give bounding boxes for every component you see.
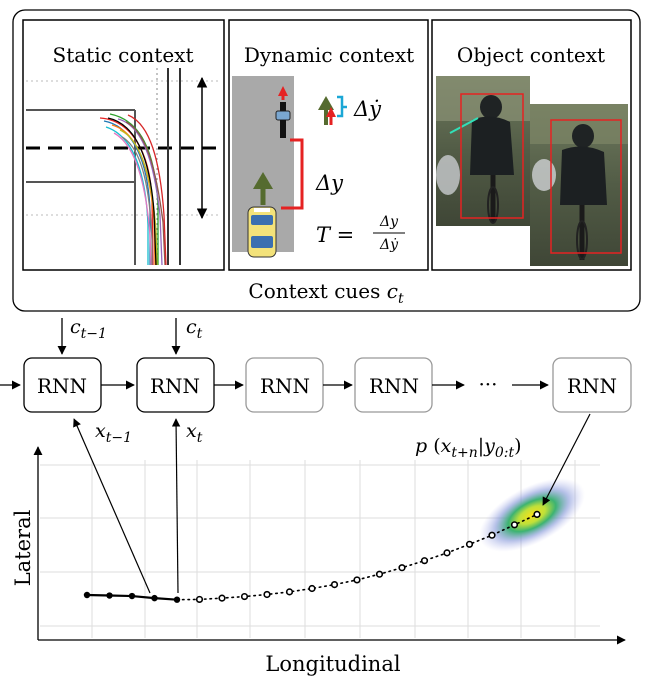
green-arrow-icon — [253, 172, 273, 205]
trajectory-plot: Longitudinal Lateral — [11, 446, 626, 676]
delta-ydot-bracket — [337, 95, 347, 118]
prediction-label: p (xt+n|y0:t) — [415, 435, 522, 461]
predicted-point — [218, 594, 226, 602]
rnn-label-1: RNN — [37, 374, 87, 398]
context-box — [12, 9, 641, 312]
predicted-point — [263, 590, 271, 599]
rnn-label-3: RNN — [260, 374, 310, 398]
predicted-point — [488, 531, 496, 539]
rnn-box-5 — [552, 357, 632, 413]
y-axis-label: Lateral — [11, 509, 35, 586]
predicted-point — [465, 540, 474, 548]
predicted-point — [398, 564, 406, 572]
predicted-point — [285, 588, 294, 596]
dynamic-context-title: Dynamic context — [244, 43, 414, 67]
predicted-point — [443, 549, 451, 557]
predicted-point — [195, 595, 204, 604]
state-label-xt: xt — [186, 420, 203, 446]
rnn-label-4: RNN — [369, 374, 419, 398]
static-context-title: Static context — [53, 43, 194, 67]
observed-point — [128, 592, 136, 600]
object-context-panel: Object context — [431, 19, 632, 271]
rnn-chain: RNN RNN RNN RNN ··· RNN — [0, 357, 632, 413]
input-label-ct: ct — [186, 316, 203, 342]
rnn-label-5: RNN — [567, 374, 617, 398]
ttc-lhs-label: T = — [316, 223, 354, 247]
predicted-point — [375, 570, 384, 578]
prediction-gaussian — [479, 478, 585, 552]
ttc-denominator: Δẏ — [379, 237, 399, 253]
detection-box-back — [460, 93, 524, 219]
predicted-point — [353, 576, 361, 584]
observed-point — [106, 592, 113, 599]
x-axis-label: Longitudinal — [265, 652, 400, 676]
cyclist-photo-front — [530, 104, 628, 266]
state-arrow-1 — [73, 418, 151, 594]
predicted-point — [420, 557, 429, 565]
delta-y-bracket — [281, 138, 304, 210]
trajectory-points — [83, 510, 541, 604]
cyclist-icon — [275, 86, 291, 138]
state-arrow-2 — [171, 418, 181, 594]
observed-point — [173, 596, 181, 603]
static-context-panel: Static context — [22, 19, 225, 271]
input-label-ctm1: ct−1 — [70, 316, 107, 342]
context-cues-label: Context cues ct — [248, 279, 404, 307]
observed-point — [151, 594, 158, 602]
predicted-point — [510, 521, 519, 529]
ttc-numerator: Δy — [379, 214, 399, 230]
rnn-label-2: RNN — [150, 374, 200, 398]
car-icon — [247, 206, 277, 258]
prediction-arrow — [542, 413, 591, 506]
predicted-point — [330, 580, 339, 589]
dynamic-context-panel: Dynamic context — [228, 19, 429, 271]
predicted-point — [308, 584, 316, 593]
delta-ydot-label: Δẏ — [353, 97, 382, 121]
delta-y-label: Δy — [315, 171, 344, 195]
detection-box-front — [550, 119, 622, 254]
object-context-title: Object context — [457, 43, 605, 67]
rnn-ellipsis: ··· — [478, 372, 497, 396]
cyclist-photo-back — [436, 76, 530, 226]
observed-point — [83, 591, 91, 599]
predicted-point — [533, 510, 541, 519]
state-label-xtm1: xt−1 — [95, 420, 132, 446]
predicted-point — [240, 592, 249, 601]
velocity-arrows-icon — [318, 96, 336, 125]
